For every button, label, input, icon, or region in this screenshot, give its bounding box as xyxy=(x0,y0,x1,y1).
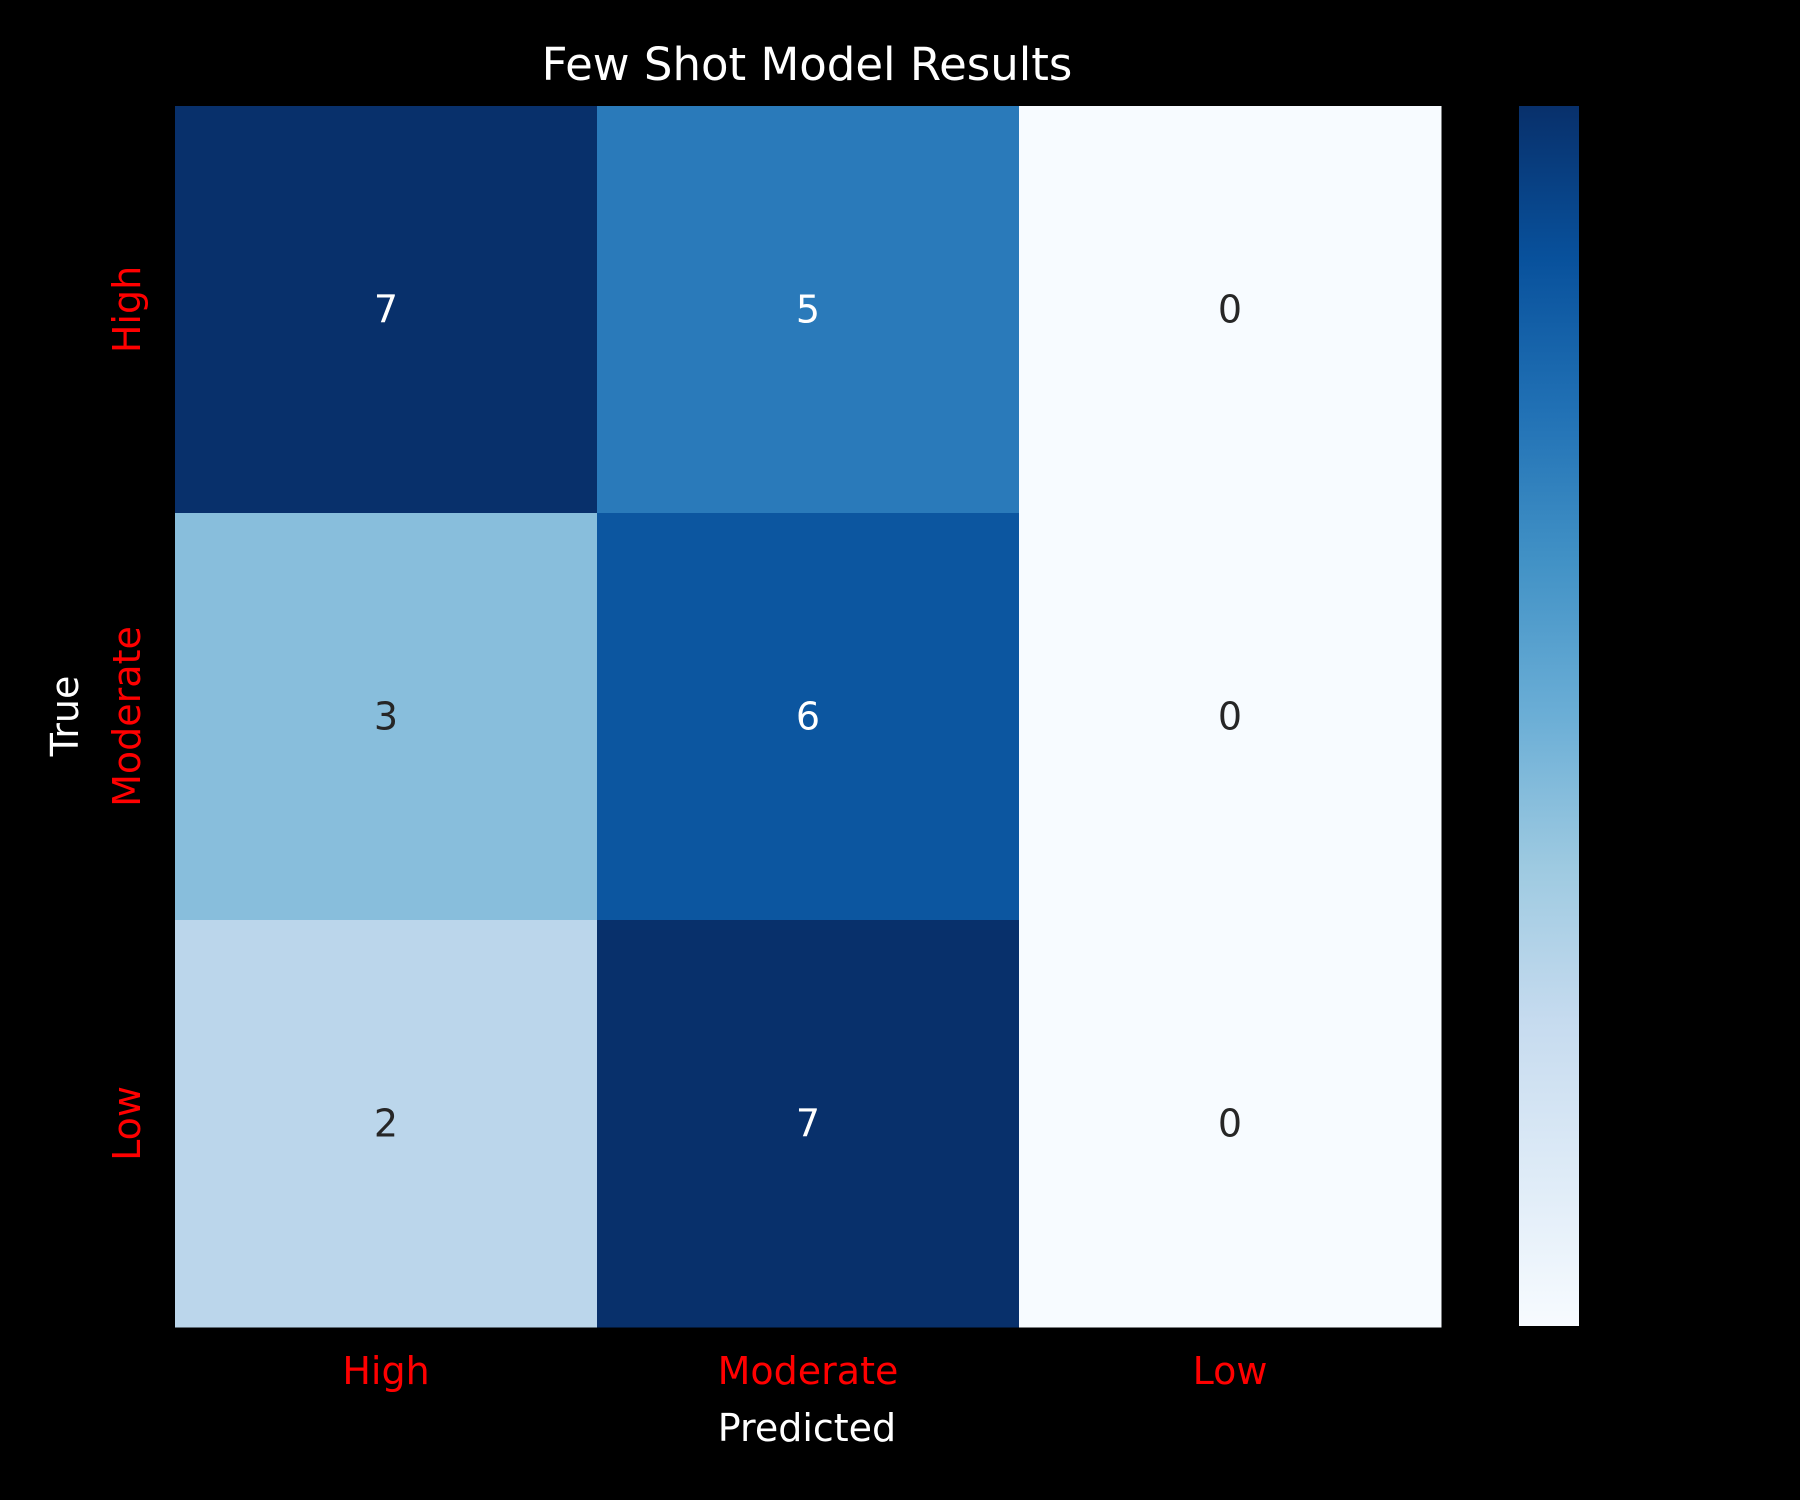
heatmap-cell xyxy=(1019,920,1442,1328)
x-axis-label: Predicted xyxy=(718,1406,896,1450)
x-axis-ticks: High Moderate Low xyxy=(342,1349,1267,1393)
heatmap-cell-labels: 7 5 0 3 6 0 2 7 0 xyxy=(374,288,1242,1146)
x-tick-label: Low xyxy=(1193,1349,1268,1393)
heatmap-cell xyxy=(597,920,1020,1328)
y-tick-label: Low xyxy=(105,1086,149,1161)
y-axis-label: True xyxy=(43,676,87,758)
heatmap-cell-value: 0 xyxy=(1218,1102,1242,1146)
heatmap-cell-value: 3 xyxy=(374,695,398,739)
heatmap-cell-value: 6 xyxy=(796,695,820,739)
heatmap-cell xyxy=(1019,106,1442,514)
heatmap-cell xyxy=(597,513,1020,921)
heatmap-cell xyxy=(597,106,1020,514)
heatmap-cell xyxy=(1019,513,1442,921)
heatmap-cell xyxy=(175,106,598,514)
chart-title: Few Shot Model Results xyxy=(542,38,1073,91)
x-tick-label: High xyxy=(342,1349,429,1393)
colorbar xyxy=(1519,106,1579,1326)
heatmap-cell-value: 5 xyxy=(796,288,820,332)
x-tick-label: Moderate xyxy=(718,1349,899,1393)
heatmap-cell xyxy=(175,513,598,921)
heatmap-cell-value: 0 xyxy=(1218,288,1242,332)
y-tick-label: High xyxy=(105,266,149,353)
heatmap-cells xyxy=(175,106,1442,1328)
y-axis-ticks: High Moderate Low xyxy=(105,266,149,1161)
heatmap-cell-value: 0 xyxy=(1218,695,1242,739)
heatmap-cell-value: 2 xyxy=(374,1102,398,1146)
heatmap-cell-value: 7 xyxy=(374,288,398,332)
heatmap-cell-value: 7 xyxy=(796,1102,820,1146)
heatmap-cell xyxy=(175,920,598,1328)
y-tick-label: Moderate xyxy=(105,626,149,807)
